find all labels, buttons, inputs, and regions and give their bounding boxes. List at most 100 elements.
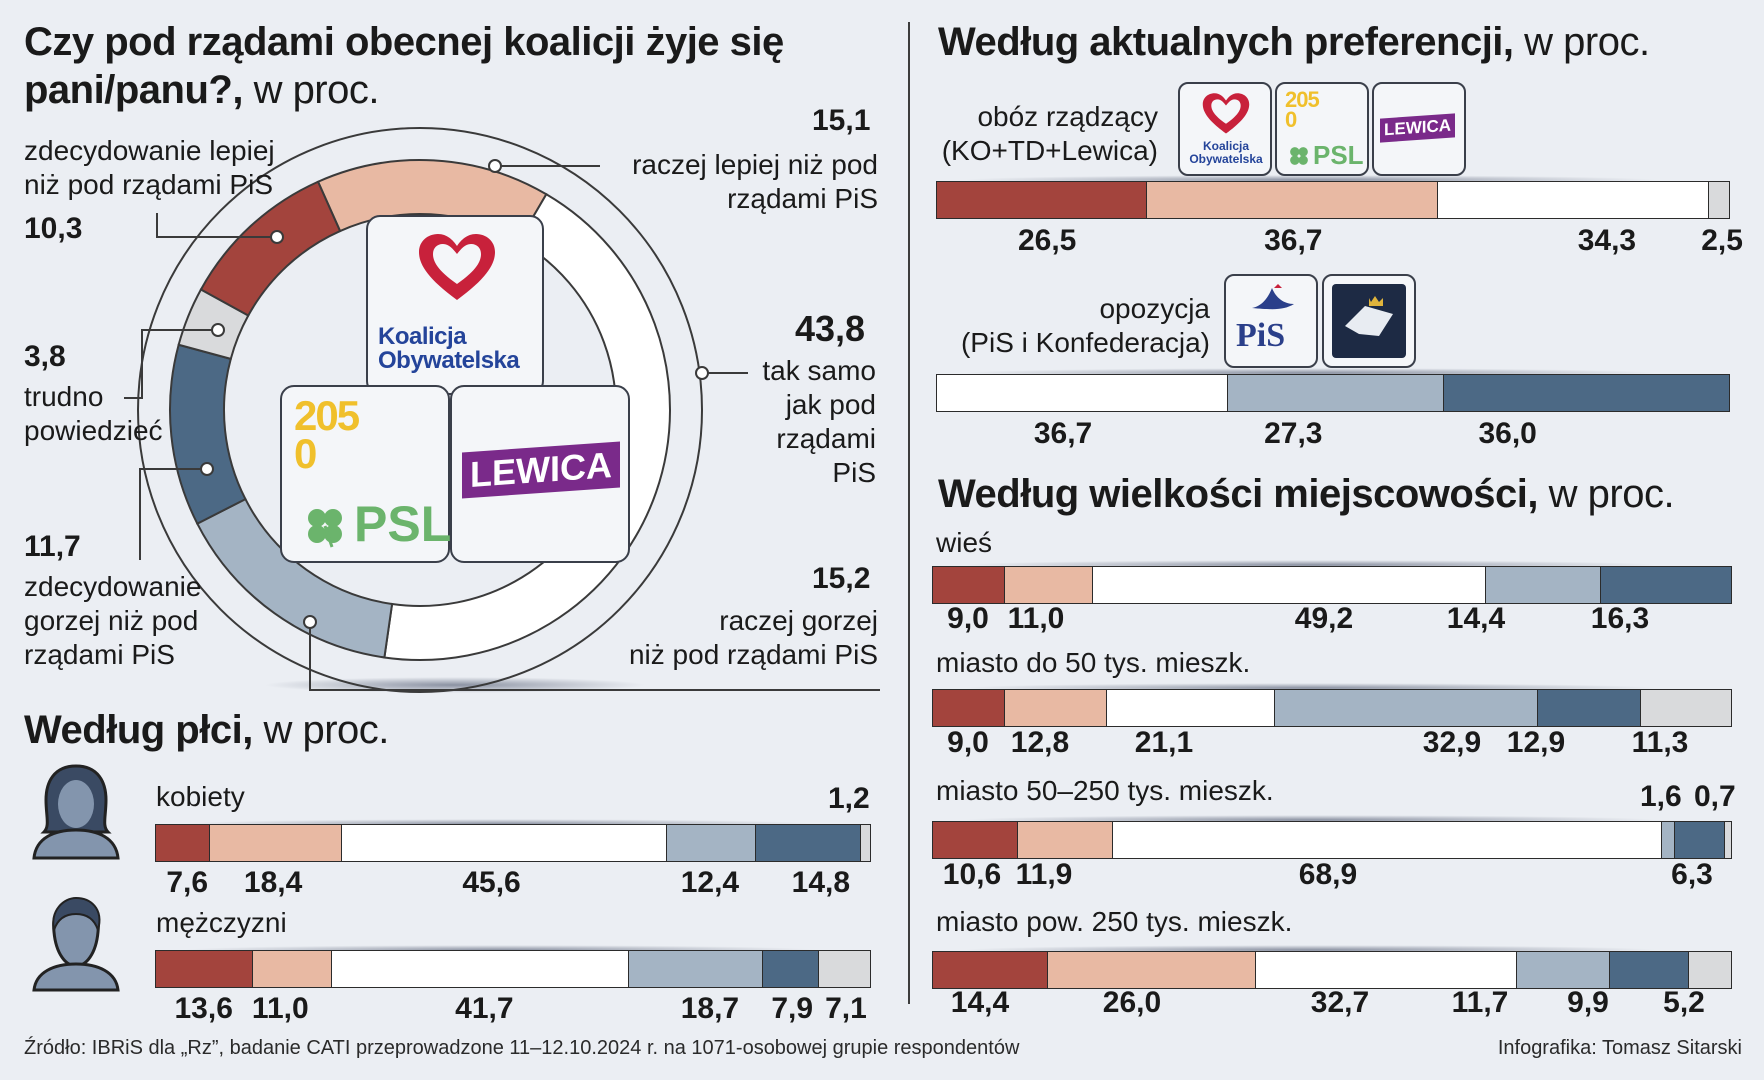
credit-note: Infografika: Tomasz Sitarski [1497,1037,1742,1059]
pref-bar-opozycja-labels: 36,7 27,3 36,0 [936,417,1730,453]
gender-kobiety-value-raczej-lepiej: 18,4 [243,866,303,899]
gender-mezczyzni-value-raczej-gorzej: 18,7 [680,992,740,1025]
loc-row-shadow-0 [960,560,1660,570]
loc-title: Według wielkości miejscowości, w proc. [938,470,1675,518]
lewica-logo-text: LEWICA [462,441,620,499]
loc-pow-250-seg-zdec-gorzej [1610,952,1690,988]
pref-konfederacja-logo [1322,274,1416,368]
donut-title-bold-2: pani/panu?, [24,68,243,112]
loc-pow-250-seg-trudno [1689,952,1731,988]
ko-logo-card: Koalicja Obywatelska [366,215,544,395]
loc-pow-250-seg-zdec-lepiej [933,952,1049,988]
gender-kobiety-value-zdec-lepiej: 7,6 [166,866,209,899]
loc-row-2-top-value-raczej-gorzej: 1,6 [1640,780,1682,813]
pref-td-psl-logo: 2050 PSL [1275,82,1369,176]
label-zdec-gorzej-1: zdecydowanie [24,571,202,602]
loc-do-50-seg-tak-samo [1106,690,1276,726]
pref-rzadzacy-value-zdec-lepiej: 26,5 [1017,224,1077,257]
loc-bar-wies-labels: 9,0 11,0 49,2 14,4 16,3 [932,602,1732,638]
label-tak-samo-4: PiS [832,457,876,488]
pref-row-label-1-line1: opozycja [1099,293,1210,324]
pref-pis-text: PiS [1236,317,1286,354]
label-zdec-gorzej: zdecydowanie gorzej niż pod rządami PiS [24,570,201,672]
loc-wies-seg-zdec-gorzej [1600,567,1731,603]
dot-raczej-gorzej [303,615,317,629]
pref-ko-line2: Obywatelska [1189,152,1263,166]
loc-do-50-seg-raczej-lepiej [1004,690,1107,726]
pref-rzadzacy-seg-trudno [1709,182,1729,218]
loc-wies-seg-raczej-lepiej [1004,567,1093,603]
pref-row-label-0-line1: obóz rządzący [977,101,1158,132]
loc-do-50-value-tak-samo: 21,1 [1134,726,1194,759]
value-trudno: 3,8 [24,340,66,373]
loc-do-50-seg-trudno [1640,690,1731,726]
donut-slice-zdec-gorzej [169,343,247,525]
loc-pow-250-value-zdec-lepiej: 14,4 [950,986,1010,1019]
source-note: Źródło: IBRiS dla „Rz”, badanie CATI prz… [24,1037,1020,1059]
pref-rzadzacy-value-trudno: 2,5 [1701,224,1743,257]
pref-bar-rzadzacy-labels: 26,5 36,7 34,3 2,5 [936,224,1743,260]
gender-mezczyzni-seg-zdec-lepiej [156,951,254,987]
gender-bar-kobiety-labels: 7,6 18,4 45,6 12,4 14,8 [155,866,871,902]
loc-bar-pow-250-labels: 14,4 26,0 32,7 11,7 9,9 5,2 [932,986,1732,1022]
clover-icon [308,509,342,548]
gender-mezczyzni-value-trudno: 7,1 [825,992,867,1025]
gender-mezczyzni-value-raczej-lepiej: 11,0 [251,992,309,1025]
loc-pow-250-seg-raczej-lepiej [1048,952,1256,988]
loc-50-250-seg-zdec-lepiej [933,822,1018,858]
pref-lewica-text: LEWICA [1380,113,1456,143]
loc-bar-wies [932,566,1732,604]
label-raczej-gorzej: raczej gorzej niż pod rządami PiS [560,604,878,672]
gender-title-unit: w proc. [263,708,389,752]
donut-leader-dots [200,159,709,629]
leader-zdec-lepiej [156,213,277,238]
dot-raczej-lepiej [488,159,502,173]
loc-title-bold: Według wielkości miejscowości, [938,472,1539,516]
lewica-logo-card: LEWICA [450,385,630,563]
loc-50-250-value-zdec-lepiej: 10,6 [942,858,1002,891]
loc-bar-pow-250 [932,951,1732,989]
gender-row-label-1: mężczyzni [156,907,287,938]
loc-pow-250-value-zdec-gorzej: 9,9 [1567,986,1609,1019]
loc-row-label-0: wieś [936,527,993,558]
loc-50-250-seg-trudno [1725,822,1731,858]
loc-do-50-value-zdec-lepiej: 9,0 [947,726,989,759]
pref-opozycja-seg-tak-samo [937,375,1228,411]
gender-bar-mezczyzni-labels: 13,6 11,0 41,7 18,7 7,9 7,1 [155,992,871,1028]
heart-icon [419,234,495,300]
loc-row-label-1: miasto do 50 tys. mieszk. [936,647,1251,678]
gender-mezczyzni-value-zdec-lepiej: 13,6 [174,992,233,1025]
loc-do-50-value-trudno: 11,3 [1631,726,1689,759]
donut-title-line2: pani/panu?, w proc. [24,66,884,114]
loc-wies-value-raczej-gorzej: 14,4 [1446,602,1506,635]
pref-title: Według aktualnych preferencji, w proc. [938,18,1650,66]
value-raczej-gorzej: 15,2 [812,562,871,595]
gender-kobiety-seg-raczej-lepiej [210,825,342,861]
leader-trudno [124,329,218,399]
gender-kobiety-seg-zdec-lepiej [156,825,211,861]
pref-opozycja-value-zdec-gorzej: 36,0 [1478,417,1537,450]
psl-logo-text: PSL [354,496,452,552]
loc-pow-250-value-tak-samo: 32,7 [1310,986,1370,1019]
loc-bar-do-50-labels: 9,0 12,8 21,1 32,9 12,9 11,3 [932,726,1732,762]
loc-pow-250-value-raczej-gorzej: 11,7 [1451,986,1509,1019]
gender-title: Według płci, w proc. [24,706,389,754]
pref-row-shadow-1 [960,368,1660,378]
pref-lewica-logo: LEWICA [1372,82,1466,176]
loc-wies-value-zdec-lepiej: 9,0 [947,602,989,635]
gender-kobiety-top-value-trudno: 1,2 [828,782,870,815]
gender-kobiety-value-raczej-gorzej: 12,4 [680,866,740,899]
loc-50-250-seg-zdec-gorzej [1675,822,1726,858]
loc-row-shadow-3 [960,945,1660,955]
konfederacja-crown-icon [1345,296,1393,336]
gender-bar-kobiety [155,824,871,862]
donut-outer-ring [137,127,703,693]
loc-pow-250-value-trudno: 5,2 [1663,986,1705,1019]
dot-tak-samo [695,366,709,380]
label-zdec-gorzej-2: gorzej niż pod [24,605,199,636]
gender-kobiety-seg-zdec-gorzej [755,825,862,861]
label-zdec-gorzej-3: rządami PiS [24,639,175,670]
value-raczej-lepiej: 15,1 [812,104,871,137]
loc-50-250-seg-raczej-gorzej [1662,822,1676,858]
loc-row-shadow-2 [960,815,1660,825]
